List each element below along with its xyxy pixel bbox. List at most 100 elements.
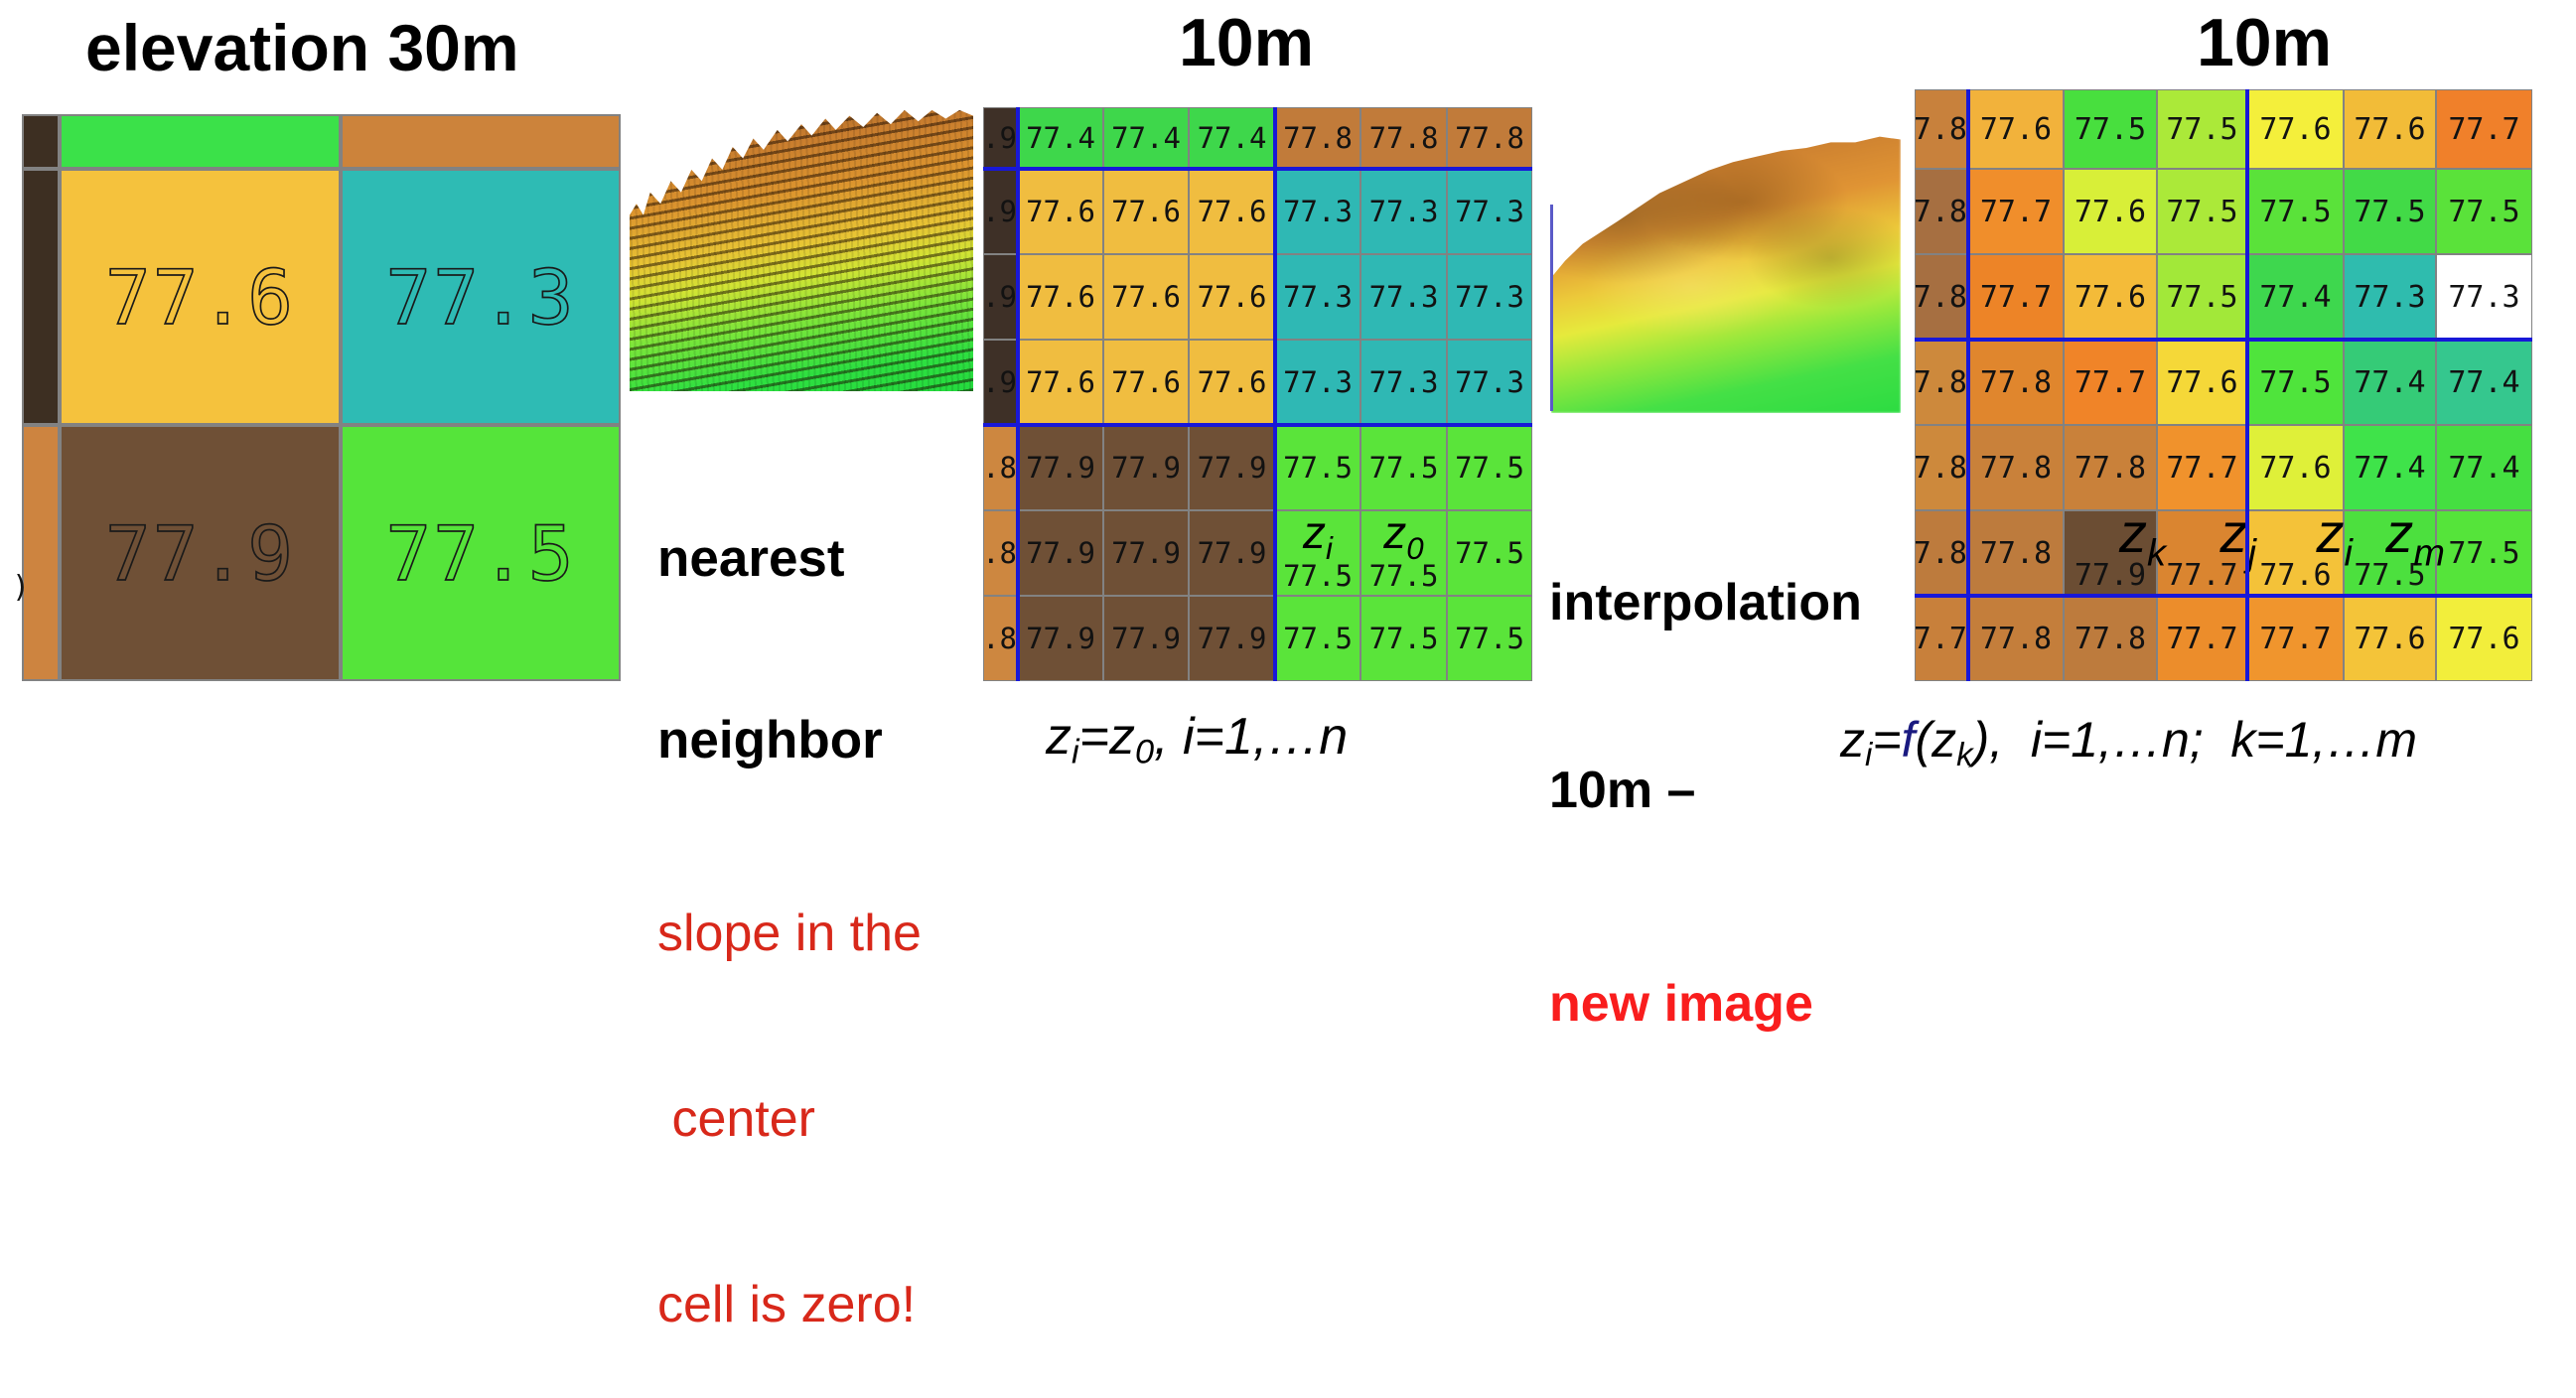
grid-cell: 77.9 bbox=[1018, 425, 1103, 510]
formula-subscript: i bbox=[1865, 736, 1873, 773]
grid-cell bbox=[22, 169, 60, 425]
grid-cell: 77.9 bbox=[983, 254, 1018, 340]
grid-cell: 77.8 bbox=[983, 510, 1018, 596]
grid-cell: zi 77.5 bbox=[1275, 509, 1360, 596]
grid-cell: 77.8 bbox=[1968, 425, 2064, 510]
cell-value: 77.5 bbox=[1455, 622, 1524, 655]
elevation-30m-grid: 77.6 77.3 77.9 77.5 bbox=[22, 114, 621, 681]
grid-cell: 77.3 bbox=[2436, 254, 2532, 340]
cell-value: 77.5 bbox=[2166, 111, 2238, 147]
grid-cell: 77.7 bbox=[1968, 254, 2064, 340]
blue-boundary-line bbox=[1966, 89, 1970, 681]
blue-boundary-line bbox=[1915, 338, 2532, 342]
z-label: zi bbox=[2316, 501, 2353, 575]
cell-value: 77.6 bbox=[104, 252, 296, 343]
grid-cell bbox=[22, 425, 60, 681]
cell-value: 77.9 bbox=[1026, 622, 1095, 655]
grid-cell: 77.5 bbox=[2157, 254, 2247, 340]
cell-value: 77.5 bbox=[1283, 451, 1353, 485]
cell-value: 77.6 bbox=[1111, 365, 1181, 399]
cell-value: 77.3 bbox=[1368, 195, 1439, 228]
cell-value: 77.6 bbox=[1026, 195, 1095, 228]
grid-cell: 77.6 bbox=[2436, 596, 2532, 681]
formula-segment: = bbox=[1872, 712, 1902, 768]
grid-cell: 77.5 bbox=[2064, 89, 2157, 169]
grid-cell: 77.9 bbox=[1018, 596, 1103, 681]
formula-segment: (z bbox=[1915, 712, 1957, 768]
cell-value: 77.3 bbox=[385, 252, 576, 343]
grid-cell: 77.9 bbox=[983, 107, 1018, 169]
cell-value: 77.3 bbox=[1283, 280, 1353, 314]
cell-value: 77.5 bbox=[2259, 364, 2332, 400]
warning-line: center bbox=[657, 1090, 815, 1148]
grid-cell: 77.7 bbox=[2064, 340, 2157, 425]
annotation-line: neighbor bbox=[657, 711, 883, 769]
cell-value: 77.9 bbox=[1197, 622, 1267, 655]
cell-value: 77.5 bbox=[2166, 279, 2238, 315]
grid-cell: 77.5 bbox=[2157, 89, 2247, 169]
grid-cell: 77.4 bbox=[1103, 107, 1189, 169]
grid-cell: 77.6 bbox=[2344, 596, 2436, 681]
cell-value: 77.4 bbox=[2448, 450, 2520, 486]
cell-value: 77.7 bbox=[2166, 621, 2238, 656]
grid-cell: 77.6 bbox=[1018, 254, 1103, 340]
grid-cell: 77.3 bbox=[1275, 169, 1360, 254]
grid-cell: 77.9 bbox=[983, 169, 1018, 254]
grid-cell: 77.7 bbox=[2157, 425, 2247, 510]
grid-cell: 77.8 bbox=[1915, 425, 1968, 510]
grid-cell: 77.5 bbox=[1447, 510, 1532, 596]
cell-value: 77.8 bbox=[1915, 450, 1967, 486]
cell-value: 77.6 bbox=[2354, 111, 2426, 147]
grid-cell: 77.9 bbox=[60, 425, 341, 681]
grid-cell: 77.6 bbox=[2247, 425, 2344, 510]
grid-cell: 77.7 bbox=[2247, 596, 2344, 681]
cell-value: 77.9 bbox=[983, 365, 1017, 399]
grid-cell: 77.8 bbox=[1360, 107, 1447, 169]
grid-cell: 77.6 bbox=[2344, 89, 2436, 169]
grid-cell: 77.3 bbox=[1360, 340, 1447, 425]
grid-cell: 77.8 bbox=[1915, 89, 1968, 169]
grid-cell: 77.9 bbox=[1189, 596, 1275, 681]
grid-cell: 77.8 bbox=[1275, 107, 1360, 169]
cell-value: 77.6 bbox=[2166, 364, 2238, 400]
grid-cell: 77.4 bbox=[2247, 254, 2344, 340]
grid-cell: 77.6 bbox=[1189, 340, 1275, 425]
grid-cell: 77.9 bbox=[1189, 425, 1275, 510]
cell-value: 77.5 bbox=[2354, 558, 2426, 593]
warning-line: slope in the bbox=[657, 905, 922, 962]
cell-value: 77.8 bbox=[1915, 194, 1967, 229]
clipped-digit-glyph: ) bbox=[12, 570, 31, 605]
cell-value: 77.8 bbox=[1283, 121, 1353, 155]
grid-cell: 77.6 bbox=[60, 169, 341, 425]
cell-value: 77.3 bbox=[1368, 365, 1439, 399]
cell-value: 77.8 bbox=[1915, 279, 1967, 315]
grid-cell: zm 77.5 bbox=[2344, 505, 2445, 596]
grid-cell: 77.6 bbox=[2247, 89, 2344, 169]
grid-cell: 77.8 bbox=[1915, 340, 1968, 425]
grid-cell: 77.6 bbox=[2064, 169, 2157, 254]
cell-value: 77.6 bbox=[2259, 111, 2332, 147]
grid-cell: 77.8 bbox=[2064, 596, 2157, 681]
blue-boundary-line bbox=[2245, 89, 2249, 681]
grid-cell: 77.4 bbox=[1018, 107, 1103, 169]
grid-cell: 77.6 bbox=[1018, 340, 1103, 425]
highlight-line: new image bbox=[1549, 975, 1813, 1033]
grid-cell: 77.5 bbox=[2247, 169, 2344, 254]
formula-subscript: k bbox=[1956, 736, 1973, 773]
cell-value: 77.6 bbox=[1197, 365, 1267, 399]
cell-value: 77.8 bbox=[1979, 364, 2053, 400]
grid-cell: 77.3 bbox=[341, 169, 621, 425]
formula-interpolation: zi=f(zk), i=1,…n; k=1,…m bbox=[1840, 711, 2417, 773]
grid-cell: 77.8 bbox=[1968, 340, 2064, 425]
grid-cell: 77.6 bbox=[1103, 254, 1189, 340]
grid-cell: 77.6 bbox=[1968, 89, 2064, 169]
cell-value: 77.9 bbox=[1197, 451, 1267, 485]
grid-cell: 77.6 bbox=[1103, 169, 1189, 254]
cell-value: 77.6 bbox=[2448, 621, 2520, 656]
grid-cell: 77.9 bbox=[1103, 596, 1189, 681]
grid-cell: 77.3 bbox=[2344, 254, 2436, 340]
grid-cell bbox=[341, 114, 621, 169]
cell-value: 77.5 bbox=[2166, 194, 2238, 229]
cell-value: 77.9 bbox=[983, 280, 1017, 314]
cell-value: 77.3 bbox=[1455, 195, 1524, 228]
